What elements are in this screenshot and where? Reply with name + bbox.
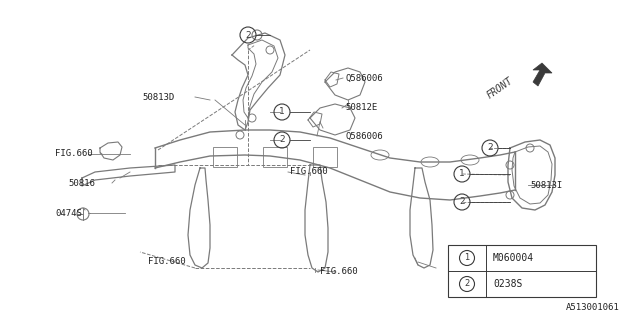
Text: 2: 2 xyxy=(487,143,493,153)
Text: FIG.660: FIG.660 xyxy=(290,167,328,177)
Text: Q586006: Q586006 xyxy=(345,74,383,83)
Text: 0238S: 0238S xyxy=(493,279,522,289)
Text: FIG.660: FIG.660 xyxy=(320,268,358,276)
Text: 1: 1 xyxy=(459,170,465,179)
Text: M060004: M060004 xyxy=(493,253,534,263)
Text: 1: 1 xyxy=(465,253,470,262)
Polygon shape xyxy=(533,63,552,86)
Text: A513001061: A513001061 xyxy=(566,303,620,312)
Text: FIG.660: FIG.660 xyxy=(148,257,186,266)
Text: 50812E: 50812E xyxy=(345,103,377,113)
Bar xyxy=(313,147,337,167)
Text: 50816: 50816 xyxy=(68,179,95,188)
Text: FRONT: FRONT xyxy=(485,76,515,100)
Text: 1: 1 xyxy=(279,108,285,116)
Bar xyxy=(263,147,287,167)
Text: 50813I: 50813I xyxy=(530,180,563,189)
Text: Q586006: Q586006 xyxy=(345,132,383,140)
Bar xyxy=(213,147,237,167)
Bar xyxy=(448,245,596,297)
Text: 2: 2 xyxy=(279,135,285,145)
Text: 2: 2 xyxy=(465,279,470,289)
Text: 50813D: 50813D xyxy=(143,92,175,101)
Text: FIG.660: FIG.660 xyxy=(55,149,93,158)
Text: 2: 2 xyxy=(245,30,251,39)
Text: 2: 2 xyxy=(459,197,465,206)
Text: 0474S: 0474S xyxy=(55,210,82,219)
